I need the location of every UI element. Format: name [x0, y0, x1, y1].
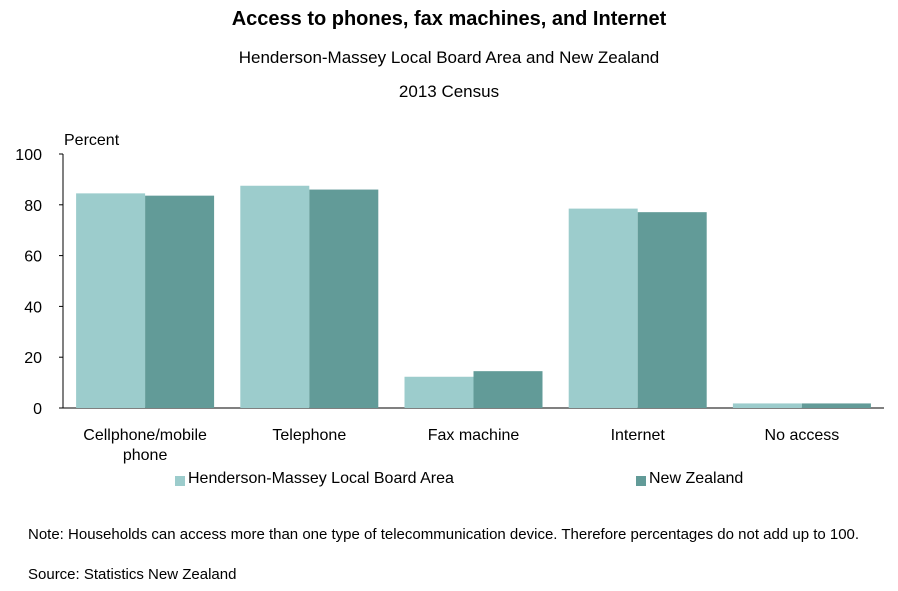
y-tick-label: 80	[24, 198, 42, 215]
x-tick-label: Telephone	[272, 427, 346, 444]
y-tick-label: 20	[24, 350, 42, 367]
bar-nz	[637, 212, 707, 408]
bar-henderson	[240, 185, 310, 408]
x-tick-label: Internet	[611, 427, 666, 444]
chart-title: Access to phones, fax machines, and Inte…	[231, 8, 667, 30]
legend-label: New Zealand	[649, 470, 744, 487]
x-tick-label: Fax machine	[428, 427, 520, 444]
y-tick-label: 40	[24, 299, 42, 316]
y-tick-label: 100	[15, 147, 42, 164]
bar-henderson	[568, 208, 638, 408]
bar-chart: Percent 0 20 40 60 80 100 Cellphone/mobile phone…	[15, 132, 884, 464]
x-tick-label: No access	[765, 427, 840, 444]
bar-nz	[801, 403, 871, 408]
chart-note: Note: Households can access more than on…	[28, 526, 860, 543]
bar-nz	[473, 371, 543, 408]
legend-swatch	[636, 476, 646, 486]
chart-subtitle-census: 2013 Census	[398, 82, 500, 101]
bar-nz	[309, 189, 379, 408]
chart-subtitle: Henderson-Massey Local Board Area and Ne…	[238, 48, 660, 67]
y-axis-label: Percent	[64, 132, 120, 149]
bar-henderson	[404, 376, 474, 408]
bar-henderson	[732, 403, 802, 408]
legend-label: Henderson-Massey Local Board Area	[188, 470, 454, 487]
y-tick-label: 60	[24, 249, 42, 266]
bar-henderson	[76, 193, 146, 408]
y-tick-label: 0	[33, 401, 42, 418]
x-tick-label: phone	[123, 447, 168, 464]
chart-source: Source: Statistics New Zealand	[28, 566, 237, 583]
bar-nz	[145, 195, 215, 408]
legend-swatch	[175, 476, 185, 486]
x-tick-label: Cellphone/mobile	[83, 427, 207, 444]
